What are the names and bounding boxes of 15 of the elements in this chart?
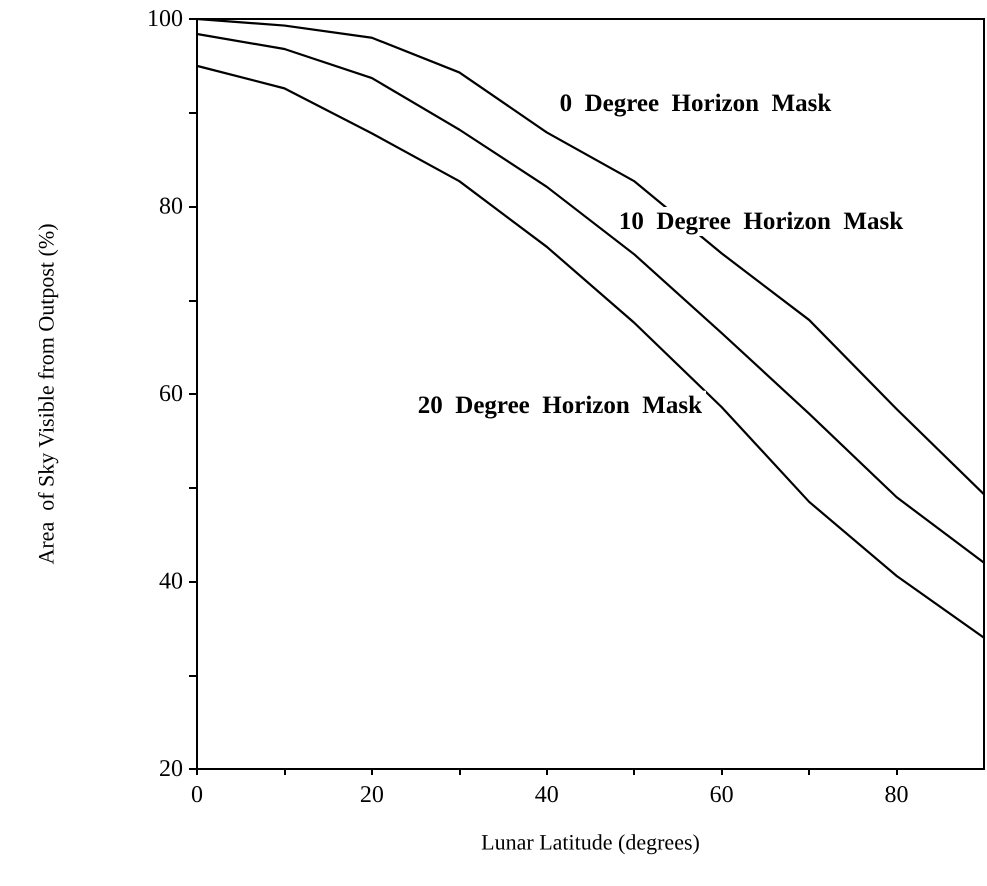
- x-tick-label: 20: [360, 782, 384, 808]
- y-tick-label: 20: [159, 756, 183, 782]
- series-label: 10 Degree Horizon Mask: [618, 208, 904, 235]
- y-tick-label: 40: [159, 568, 183, 594]
- series-label: 0 Degree Horizon Mask: [560, 90, 832, 117]
- y-tick-label: 100: [147, 6, 183, 32]
- x-axis-title: Lunar Latitude (degrees): [481, 830, 700, 854]
- x-tick-label: 0: [191, 782, 203, 808]
- x-tick-label: 80: [884, 782, 909, 808]
- y-tick-label: 80: [159, 194, 183, 220]
- series-label: 20 Degree Horizon Mask: [418, 392, 702, 419]
- x-tick-label: 60: [710, 782, 734, 808]
- y-axis-title: Area of Sky Visible from Outpost (%): [34, 223, 58, 565]
- x-tick-label: 40: [534, 782, 559, 808]
- y-tick-label: 60: [159, 381, 183, 407]
